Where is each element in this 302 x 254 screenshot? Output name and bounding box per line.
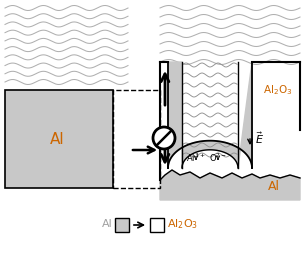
- Text: Al: Al: [50, 133, 64, 148]
- Circle shape: [153, 127, 175, 149]
- Polygon shape: [168, 62, 252, 168]
- Bar: [150, 218, 164, 232]
- Bar: [5, 90, 113, 188]
- Bar: [115, 218, 129, 232]
- Text: Al$^{3+}$: Al$^{3+}$: [186, 152, 206, 164]
- Text: Al: Al: [102, 219, 113, 229]
- Text: Al$_2$O$_3$: Al$_2$O$_3$: [167, 217, 198, 231]
- Text: $\vec{E}$: $\vec{E}$: [255, 130, 264, 146]
- Bar: [113, 90, 160, 188]
- Text: Al: Al: [268, 180, 280, 193]
- Polygon shape: [160, 170, 300, 200]
- Text: Al$_2$O$_3$: Al$_2$O$_3$: [263, 83, 292, 97]
- Text: O$^{2-}$: O$^{2-}$: [209, 152, 227, 164]
